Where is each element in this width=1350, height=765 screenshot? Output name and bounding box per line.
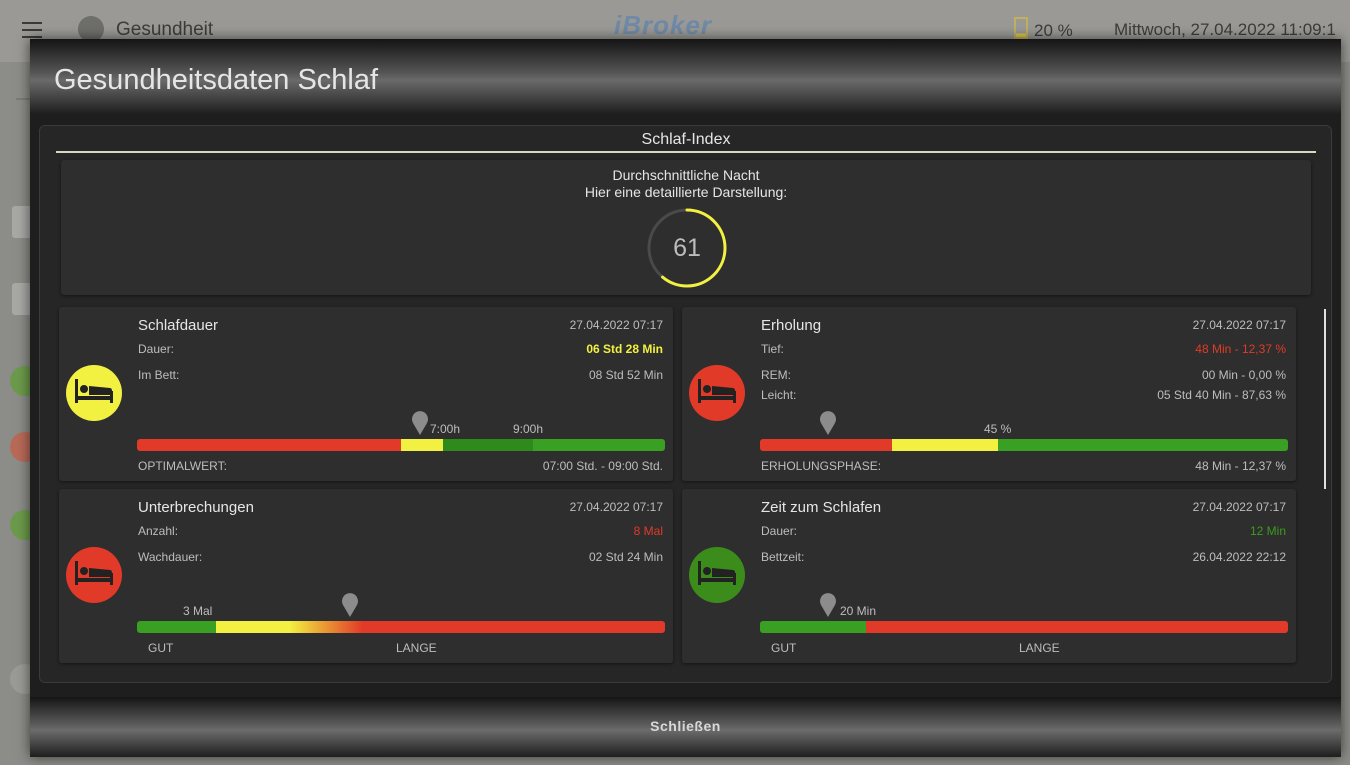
summary-heading: Durchschnittliche Nacht <box>612 167 760 183</box>
card-title: Zeit zum Schlafen <box>761 499 882 516</box>
progress-bar <box>760 621 1288 633</box>
threshold-label: 45 % <box>984 422 1012 436</box>
sleep-index-panel: Schlaf-Index Durchschnittliche Nacht Hie… <box>39 125 1332 683</box>
row-value: 05 Std 40 Min - 87,63 % <box>1157 388 1286 402</box>
marker-pin-icon <box>818 592 838 618</box>
footer-value: 07:00 Std. - 09:00 Std. <box>542 459 663 473</box>
score-gauge: 61 <box>645 206 729 290</box>
summary-subheading: Hier eine detaillierte Darstellung: <box>584 184 788 200</box>
footer-label: ERHOLUNGSPHASE: <box>761 459 882 473</box>
card-zeit-zum-schlafen: Zeit zum Schlafen 27.04.2022 07:17 Dauer… <box>682 489 1296 663</box>
row-label: Leicht: <box>761 388 797 402</box>
scrollbar[interactable] <box>1324 309 1326 489</box>
row-label: REM: <box>761 368 791 382</box>
background-widget <box>12 283 32 315</box>
bed-icon <box>66 365 122 421</box>
card-unterbrechungen: Unterbrechungen 27.04.2022 07:17 Anzahl:… <box>59 489 673 663</box>
score-arc <box>647 208 727 288</box>
row-label: Anzahl: <box>138 524 179 538</box>
score-value: 61 <box>673 234 701 262</box>
range-end-label: 9:00h <box>513 422 544 436</box>
battery-level: 20 % <box>1034 21 1073 40</box>
logo: iBroker <box>614 10 713 40</box>
bed-icon <box>689 547 745 603</box>
row-label: Dauer: <box>761 524 798 538</box>
row-value: 02 Std 24 Min <box>588 550 663 564</box>
card-title: Schlafdauer <box>138 317 219 334</box>
footer-left-label: GUT <box>771 641 797 655</box>
threshold-label: 20 Min <box>840 604 877 618</box>
card-erholung: Erholung 27.04.2022 07:17 Tief: 48 Min -… <box>682 307 1296 481</box>
row-value: 48 Min - 12,37 % <box>1195 342 1286 356</box>
row-label: Wachdauer: <box>138 550 203 564</box>
progress-bar <box>137 621 665 633</box>
footer-label: OPTIMALWERT: <box>138 459 227 473</box>
marker-pin-icon <box>410 410 430 436</box>
bed-icon <box>689 365 745 421</box>
health-icon <box>78 16 104 42</box>
row-label: Im Bett: <box>138 368 180 382</box>
timestamp: 27.04.2022 07:17 <box>1192 318 1286 332</box>
dialog-footer: Schließen <box>30 697 1341 757</box>
row-label: Bettzeit: <box>761 550 805 564</box>
threshold-label: 3 Mal <box>183 604 213 618</box>
row-label: Tief: <box>761 342 784 356</box>
marker-pin-icon <box>340 592 360 618</box>
footer-mid-label: LANGE <box>1019 641 1060 655</box>
dialog-header: Gesundheitsdaten Schlaf <box>30 39 1341 114</box>
row-value: 12 Min <box>1249 524 1286 538</box>
bed-icon <box>66 547 122 603</box>
row-value: 08 Std 52 Min <box>588 368 663 382</box>
panel-title: Schlaf-Index <box>56 127 1316 153</box>
datetime: Mittwoch, 27.04.2022 11:09:1 <box>1114 20 1336 39</box>
dialog-title: Gesundheitsdaten Schlaf <box>54 64 379 96</box>
card-schlafdauer: Schlafdauer 27.04.2022 07:17 Dauer: 06 S… <box>59 307 673 481</box>
timestamp: 27.04.2022 07:17 <box>1192 500 1286 514</box>
menu-icon[interactable] <box>22 22 42 38</box>
background-widget <box>12 206 32 238</box>
timestamp: 27.04.2022 07:17 <box>569 500 663 514</box>
timestamp: 27.04.2022 07:17 <box>569 318 663 332</box>
progress-bar <box>137 439 665 451</box>
range-start-label: 7:00h <box>430 422 461 436</box>
footer-left-label: GUT <box>148 641 174 655</box>
summary-card: Durchschnittliche Nacht Hier eine detail… <box>61 160 1311 295</box>
sleep-dialog: Gesundheitsdaten Schlaf Schlaf-Index Dur… <box>30 39 1341 757</box>
row-value: 26.04.2022 22:12 <box>1192 550 1286 564</box>
row-label: Dauer: <box>138 342 175 356</box>
footer-value: 48 Min - 12,37 % <box>1195 459 1286 473</box>
row-value: 00 Min - 0,00 % <box>1201 368 1286 382</box>
app-title: Gesundheit <box>116 19 214 40</box>
close-button[interactable]: Schließen <box>650 718 721 734</box>
row-value: 06 Std 28 Min <box>586 342 663 356</box>
row-value: 8 Mal <box>633 524 663 538</box>
card-title: Erholung <box>761 317 822 334</box>
footer-mid-label: LANGE <box>396 641 437 655</box>
marker-pin-icon <box>818 410 838 436</box>
progress-bar <box>760 439 1288 451</box>
battery-icon <box>1014 17 1028 39</box>
card-title: Unterbrechungen <box>138 499 254 516</box>
